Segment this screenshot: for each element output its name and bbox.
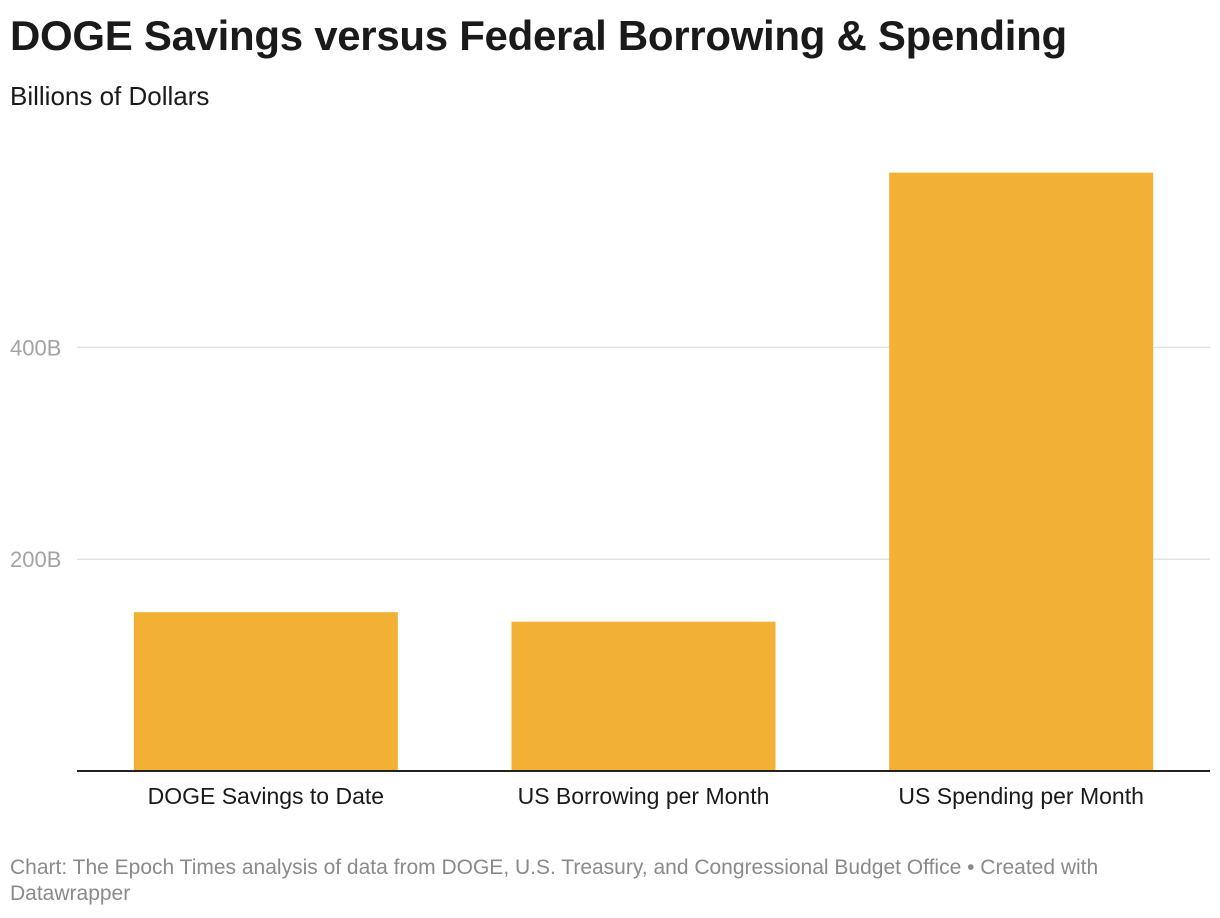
x-category-label: US Spending per Month <box>898 783 1144 809</box>
page-title: DOGE Savings versus Federal Borrowing & … <box>10 12 1067 59</box>
bar-3 <box>889 172 1154 772</box>
bar-1 <box>133 612 398 771</box>
bars <box>133 172 1154 772</box>
page-subtitle: Billions of Dollars <box>10 81 210 111</box>
y-tick-label: 200B <box>10 547 61 572</box>
bar-2 <box>511 621 776 771</box>
source-note: Chart: The Epoch Times analysis of data … <box>10 856 1099 905</box>
x-category-label: US Borrowing per Month <box>518 783 770 809</box>
x-category-label: DOGE Savings to Date <box>148 783 385 809</box>
y-tick-label: 400B <box>10 335 61 360</box>
axes: DOGE Savings to Date US Borrowing per Mon… <box>77 770 1210 809</box>
